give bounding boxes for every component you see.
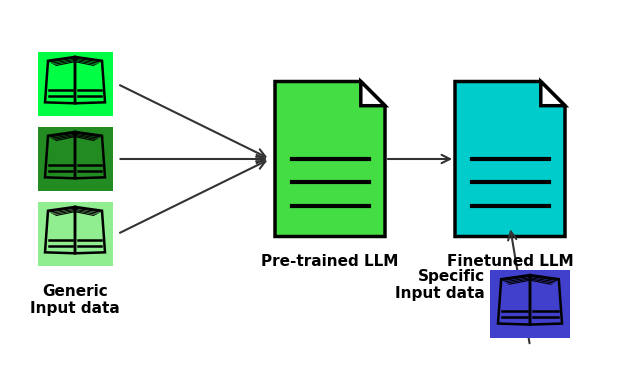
Polygon shape (455, 82, 565, 237)
Text: Generic
Input data: Generic Input data (30, 284, 120, 316)
Polygon shape (541, 82, 565, 106)
FancyBboxPatch shape (37, 127, 112, 191)
FancyBboxPatch shape (37, 202, 112, 266)
Text: Finetuned LLM: Finetuned LLM (447, 255, 573, 269)
Text: Pre-trained LLM: Pre-trained LLM (261, 255, 399, 269)
Polygon shape (275, 82, 385, 237)
FancyBboxPatch shape (490, 270, 570, 338)
Polygon shape (361, 82, 385, 106)
Text: Specific
Input data: Specific Input data (395, 269, 485, 301)
FancyBboxPatch shape (37, 52, 112, 116)
